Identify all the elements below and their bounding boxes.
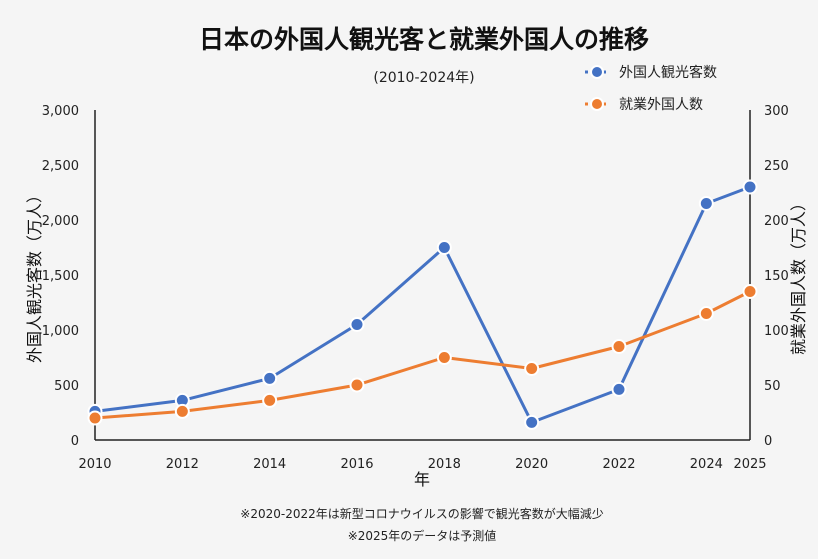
left-y-tick-label: 0 bbox=[71, 434, 79, 449]
series-workers bbox=[87, 284, 758, 426]
x-tick-label: 2018 bbox=[428, 457, 461, 472]
left-y-tick-label: 2,500 bbox=[42, 159, 79, 174]
left-y-axis-label: 外国人観光客数（万人） bbox=[25, 187, 44, 363]
data-point bbox=[524, 361, 540, 376]
right-y-tick-label: 100 bbox=[764, 324, 789, 339]
series-layer bbox=[87, 179, 758, 430]
right-y-ticks: 0 50 100 150 200 250 300 bbox=[764, 104, 789, 449]
x-tick-label: 2020 bbox=[515, 457, 548, 472]
left-y-tick-label: 1,000 bbox=[42, 324, 79, 339]
x-tick-label: 2024 bbox=[690, 457, 723, 472]
data-point bbox=[436, 350, 452, 365]
data-point bbox=[742, 284, 758, 299]
right-y-axis-label: 就業外国人数（万人） bbox=[789, 195, 808, 355]
data-point bbox=[611, 339, 627, 354]
data-point bbox=[742, 179, 758, 195]
left-y-ticks: 0 500 1,000 1,500 2,000 2,500 3,000 bbox=[42, 104, 79, 449]
right-y-tick-label: 300 bbox=[764, 104, 789, 119]
chart-title: 日本の外国人観光客と就業外国人の推移 bbox=[199, 25, 649, 54]
legend-item-workers: 就業外国人数 bbox=[585, 97, 703, 113]
left-y-tick-label: 500 bbox=[54, 379, 79, 394]
footnote-covid: ※2020-2022年は新型コロナウイルスの影響で観光客数が大幅減少 bbox=[240, 506, 603, 521]
data-point bbox=[87, 410, 103, 426]
legend-label-workers: 就業外国人数 bbox=[619, 97, 703, 113]
data-point bbox=[349, 317, 365, 332]
legend: 外国人観光客数 就業外国人数 bbox=[585, 64, 717, 113]
axes bbox=[94, 110, 751, 441]
left-y-tick-label: 3,000 bbox=[42, 104, 79, 119]
x-axis-label: 年 bbox=[414, 470, 430, 489]
right-y-tick-label: 200 bbox=[764, 214, 789, 229]
left-y-tick-label: 1,500 bbox=[42, 269, 79, 284]
right-y-tick-label: 250 bbox=[764, 159, 789, 174]
x-ticks: 2010 2012 2014 2016 2018 2020 2022 2024 2025 bbox=[78, 457, 766, 472]
right-y-tick-label: 0 bbox=[764, 434, 772, 449]
data-point bbox=[611, 381, 627, 397]
x-tick-label: 2012 bbox=[166, 457, 199, 472]
data-point bbox=[436, 240, 452, 255]
data-point bbox=[262, 392, 278, 408]
legend-marker-workers bbox=[590, 97, 604, 111]
x-tick-label: 2016 bbox=[340, 457, 373, 472]
data-point bbox=[698, 196, 714, 211]
x-tick-label: 2014 bbox=[253, 457, 286, 472]
series-line bbox=[94, 185, 751, 424]
chart-subtitle: (2010-2024年) bbox=[373, 70, 474, 86]
data-point bbox=[174, 403, 190, 419]
data-point bbox=[524, 414, 540, 430]
data-point bbox=[349, 377, 365, 393]
series-tourists bbox=[87, 179, 758, 430]
legend-label-tourists: 外国人観光客数 bbox=[619, 64, 717, 81]
data-point bbox=[698, 306, 714, 321]
legend-marker-tourists bbox=[590, 65, 604, 79]
legend-item-tourists: 外国人観光客数 bbox=[585, 64, 717, 81]
x-tick-label: 2025 bbox=[733, 457, 766, 472]
data-point bbox=[262, 370, 278, 386]
x-tick-label: 2022 bbox=[602, 457, 635, 472]
x-tick-label: 2010 bbox=[78, 457, 111, 472]
right-y-tick-label: 50 bbox=[764, 379, 781, 394]
left-y-tick-label: 2,000 bbox=[42, 214, 79, 229]
right-y-tick-label: 150 bbox=[764, 269, 789, 284]
footnote-forecast: ※2025年のデータは予測値 bbox=[348, 528, 497, 543]
